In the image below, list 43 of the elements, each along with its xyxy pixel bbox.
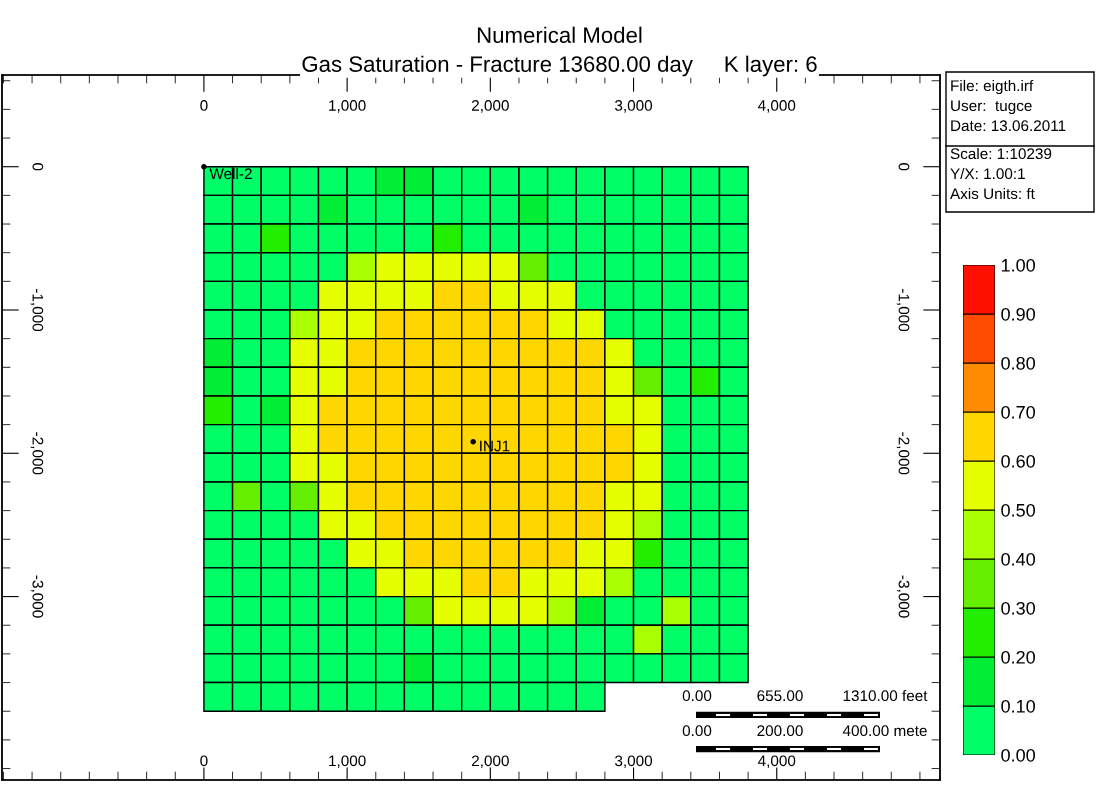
color-bar-label: 0.50 — [1001, 503, 1035, 517]
annotation: 400.00 mete — [842, 725, 927, 737]
x-tick-label: 2,000 — [471, 100, 509, 113]
y-tick-label: 0 — [32, 163, 44, 171]
text: Axis Units: ft — [950, 187, 1035, 200]
chart-title: Numerical Model — [477, 26, 642, 43]
x-tick-label: 0 — [200, 100, 208, 111]
x-tick-label: 3,000 — [615, 100, 653, 113]
color-bar-label: 0.20 — [1001, 650, 1035, 664]
color-bar-label: 0.00 — [1001, 748, 1035, 762]
text: Y/X: 1.00:1 — [950, 167, 1025, 180]
color-bar-label: 0.70 — [1001, 405, 1035, 419]
y2-tick-label: -3,000 — [896, 575, 910, 618]
y2-tick-label: -2,000 — [896, 432, 910, 475]
annotation: 0.00 — [682, 690, 712, 702]
y-tick-label: -1,000 — [30, 289, 44, 332]
annotation: 1310.00 feet — [843, 689, 928, 702]
x2-tick-label: 1,000 — [329, 755, 366, 769]
annotation: 200.00 — [757, 725, 803, 737]
color-bar-label: 0.90 — [1001, 307, 1035, 321]
y-tick-label: -2,000 — [30, 432, 44, 475]
color-bar-label: 0.30 — [1001, 601, 1035, 615]
text: User: tugce — [951, 100, 1032, 115]
y2-tick-label: 0 — [898, 163, 910, 171]
color-bar-label: 1.00 — [1001, 258, 1035, 272]
x2-tick-label: 2,000 — [471, 755, 509, 769]
text: Scale: 1:10239 — [950, 147, 1052, 160]
y2-tick-label: -1,000 — [896, 289, 910, 332]
text: Date: 13.06.2011 — [951, 120, 1066, 132]
y-tick-label: -3,000 — [30, 575, 44, 618]
color-bar-label: 0.40 — [1001, 552, 1035, 566]
text: File: eigth.irf — [951, 79, 1034, 95]
x2-tick-label: 0 — [200, 755, 208, 767]
x-tick-label: 4,000 — [757, 100, 796, 113]
color-bar-label: 0.80 — [1001, 356, 1035, 370]
color-bar-label: 0.60 — [1001, 454, 1035, 468]
annotation: 0.00 — [682, 725, 712, 737]
x2-tick-label: 4,000 — [757, 755, 796, 769]
x2-tick-label: 3,000 — [615, 755, 653, 769]
annotation: 655.00 — [757, 690, 803, 702]
color-bar-label: 0.10 — [1001, 699, 1035, 713]
x-tick-label: 1,000 — [329, 100, 366, 113]
chart-subtitle: Gas Saturation - Fracture 13680.00 day K layer: 6 — [302, 55, 817, 77]
